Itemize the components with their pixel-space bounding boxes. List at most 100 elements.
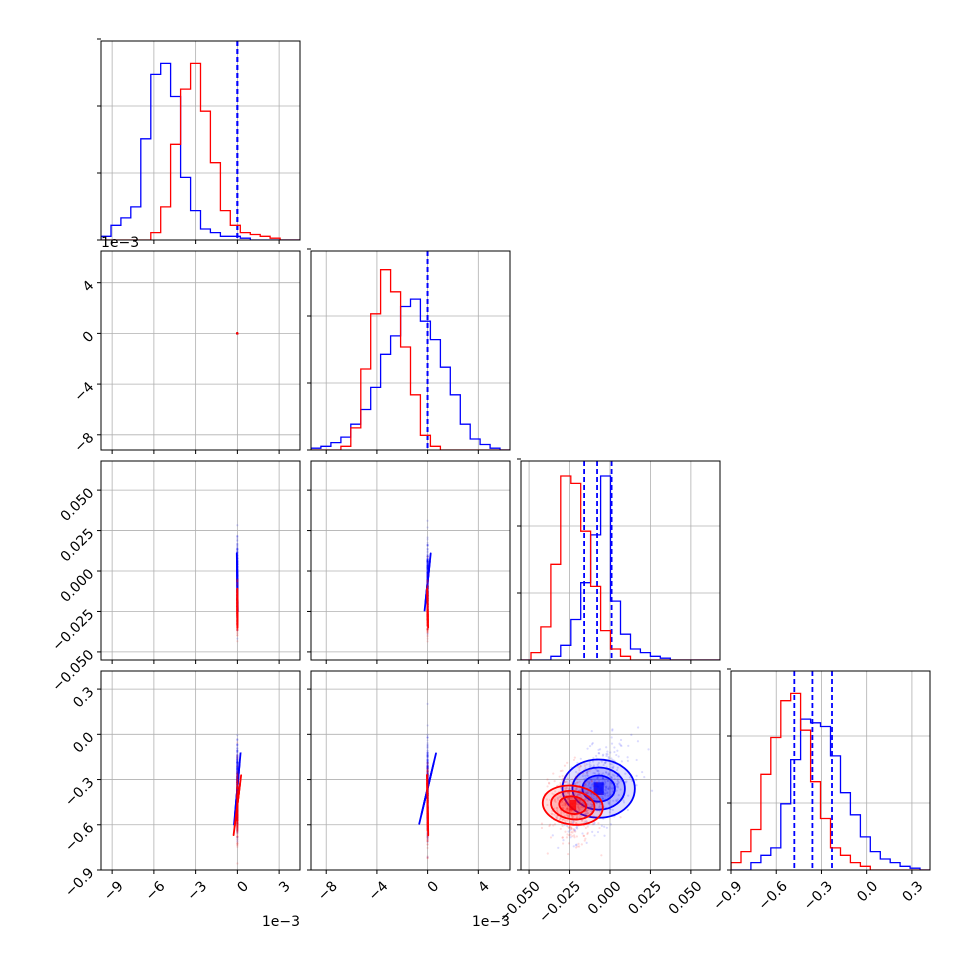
scatter-point (236, 332, 239, 335)
scatter-point (236, 332, 239, 335)
scatter-point (236, 332, 239, 335)
scatter-point (236, 332, 239, 335)
scatter-point (426, 545, 429, 548)
scatter-point (426, 741, 429, 745)
scatter-point (236, 332, 239, 335)
scatter-point (236, 332, 239, 335)
scatter-point (236, 332, 239, 335)
scatter-point (236, 332, 239, 335)
scatter-point (236, 332, 239, 335)
scatter-point (236, 332, 239, 335)
scatter-point (236, 332, 239, 335)
scatter-point (595, 754, 598, 758)
density-contour (426, 790, 429, 820)
scatter-point (236, 332, 239, 335)
scatter-point (236, 332, 239, 335)
scatter-point (236, 640, 239, 643)
scatter-point (236, 332, 239, 335)
scatter-point (236, 332, 239, 335)
scatter-point (426, 736, 429, 739)
scatter-point (236, 332, 239, 335)
scatter-point (236, 332, 239, 335)
scatter-point (236, 332, 239, 335)
scatter-point (236, 332, 239, 335)
scatter-point (236, 332, 239, 335)
scatter-point (236, 332, 239, 335)
scatter-point (426, 637, 429, 640)
scatter-point (236, 332, 239, 335)
scatter-point (236, 332, 239, 335)
scatter-point (236, 332, 239, 335)
scatter-point (236, 332, 239, 335)
scatter-point (236, 332, 239, 335)
scatter-point (236, 332, 239, 335)
scatter-point (426, 846, 429, 850)
scatter-point (236, 332, 239, 335)
scatter-point (236, 332, 239, 335)
scatter-point (607, 757, 610, 760)
scatter-point (236, 332, 239, 335)
scatter-point (236, 332, 239, 335)
scatter-point (236, 539, 239, 542)
scatter-point (236, 332, 239, 335)
scatter-point (236, 332, 239, 335)
scatter-point (236, 332, 239, 335)
scatter-point (236, 332, 239, 335)
scatter-point (588, 744, 592, 748)
scatter-point (647, 748, 650, 751)
scatter-point (236, 775, 239, 778)
scatter-point (236, 332, 239, 335)
scatter-point (236, 332, 239, 335)
scatter-point (236, 332, 239, 335)
scatter-point (236, 332, 239, 335)
scatter-point (236, 332, 239, 335)
scatter-point (236, 332, 239, 335)
scatter-point (236, 332, 239, 335)
scatter-point (236, 332, 239, 335)
scatter-point (236, 750, 239, 753)
scatter-point (236, 332, 239, 335)
scatter-point (626, 756, 629, 759)
scatter-point (236, 332, 239, 335)
scatter-point (236, 332, 239, 335)
scatter-point (236, 783, 239, 787)
scatter-point (236, 332, 239, 335)
scatter-point (236, 332, 239, 335)
scatter-point (619, 738, 623, 742)
scatter-point (236, 332, 239, 335)
scatter-point (236, 332, 239, 335)
scatter-point (236, 332, 239, 335)
scatter-point (236, 332, 239, 335)
scatter-point (426, 541, 429, 544)
scatter-point (236, 332, 239, 335)
scatter-point (615, 753, 618, 757)
scatter-point (236, 332, 239, 335)
scatter-point (600, 824, 603, 827)
scatter-point (236, 332, 239, 335)
scatter-point (606, 750, 609, 753)
scatter-point (236, 332, 239, 335)
scatter-point (236, 332, 239, 335)
scatter-point (236, 332, 239, 335)
scatter-point (236, 332, 239, 335)
scatter-point (236, 332, 239, 335)
scatter-point (236, 332, 239, 335)
scatter-point (236, 332, 239, 335)
scatter-point (236, 332, 239, 335)
scatter-point (236, 332, 239, 335)
scatter-point (590, 729, 593, 733)
scatter-point (236, 332, 239, 335)
scatter-point (236, 738, 239, 741)
scatter-point (236, 332, 239, 335)
scatter-point (236, 332, 239, 335)
panel-bg (101, 671, 300, 870)
scatter-point (236, 332, 239, 335)
scatter-point (426, 757, 429, 760)
scatter-point (236, 842, 239, 845)
scatter-point (236, 332, 239, 335)
scatter-point (236, 332, 239, 335)
scatter-point (236, 757, 239, 760)
scatter-point (236, 332, 239, 335)
scatter-point (236, 332, 239, 335)
scatter-point (236, 332, 239, 335)
